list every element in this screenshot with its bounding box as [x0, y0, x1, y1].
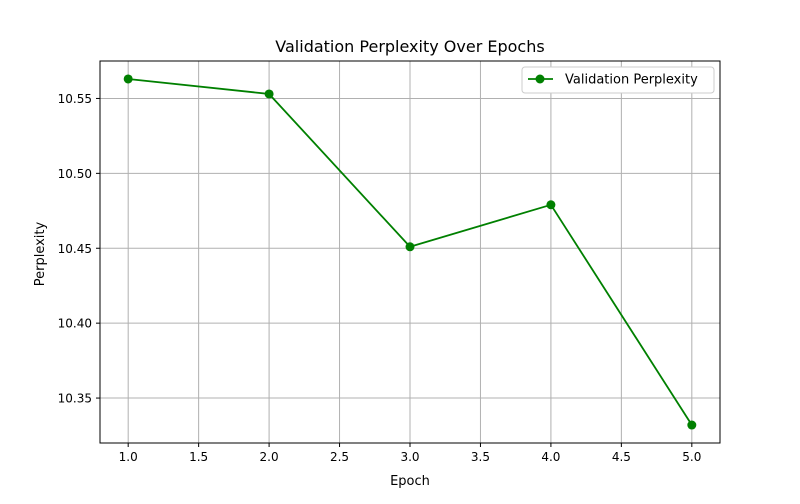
x-tick-label: 5.0 [682, 450, 701, 464]
legend-box [521, 66, 715, 94]
plot-frame [99, 60, 721, 444]
x-tick-label: 3.5 [471, 450, 490, 464]
y-tick-label: 10.35 [58, 392, 92, 406]
y-tick-label: 10.45 [58, 242, 92, 256]
data-point-marker [405, 242, 415, 252]
data-point-marker [264, 89, 274, 99]
x-tick-label: 2.0 [260, 450, 279, 464]
x-tick-label: 4.5 [612, 450, 631, 464]
legend: Validation Perplexity [521, 66, 715, 94]
legend-marker-swatch [535, 74, 545, 84]
x-tick-label: 3.0 [400, 450, 419, 464]
data-point-marker [123, 74, 133, 84]
y-axis-label: Perplexity [33, 221, 48, 286]
grid-layer [100, 61, 720, 443]
y-tick-label: 10.55 [58, 92, 92, 106]
x-tick-label: 1.0 [119, 450, 138, 464]
x-tick-label: 2.5 [330, 450, 349, 464]
series-layer [123, 74, 697, 430]
x-tick-label: 4.0 [541, 450, 560, 464]
legend-label: Validation Perplexity [565, 73, 698, 88]
tick-layer: 1.0 1.5 2.0 2.5 3.0 3.5 4.0 4.5 5.0 10.35 10.40 10.… [58, 92, 702, 464]
y-tick-label: 10.40 [58, 317, 92, 331]
x-axis-label: Epoch [390, 474, 430, 489]
data-point-marker [546, 200, 556, 210]
x-tick-label: 1.5 [189, 450, 208, 464]
chart-title: Validation Perplexity Over Epochs [275, 37, 544, 56]
y-tick-label: 10.50 [58, 167, 92, 181]
data-point-marker [687, 420, 697, 430]
